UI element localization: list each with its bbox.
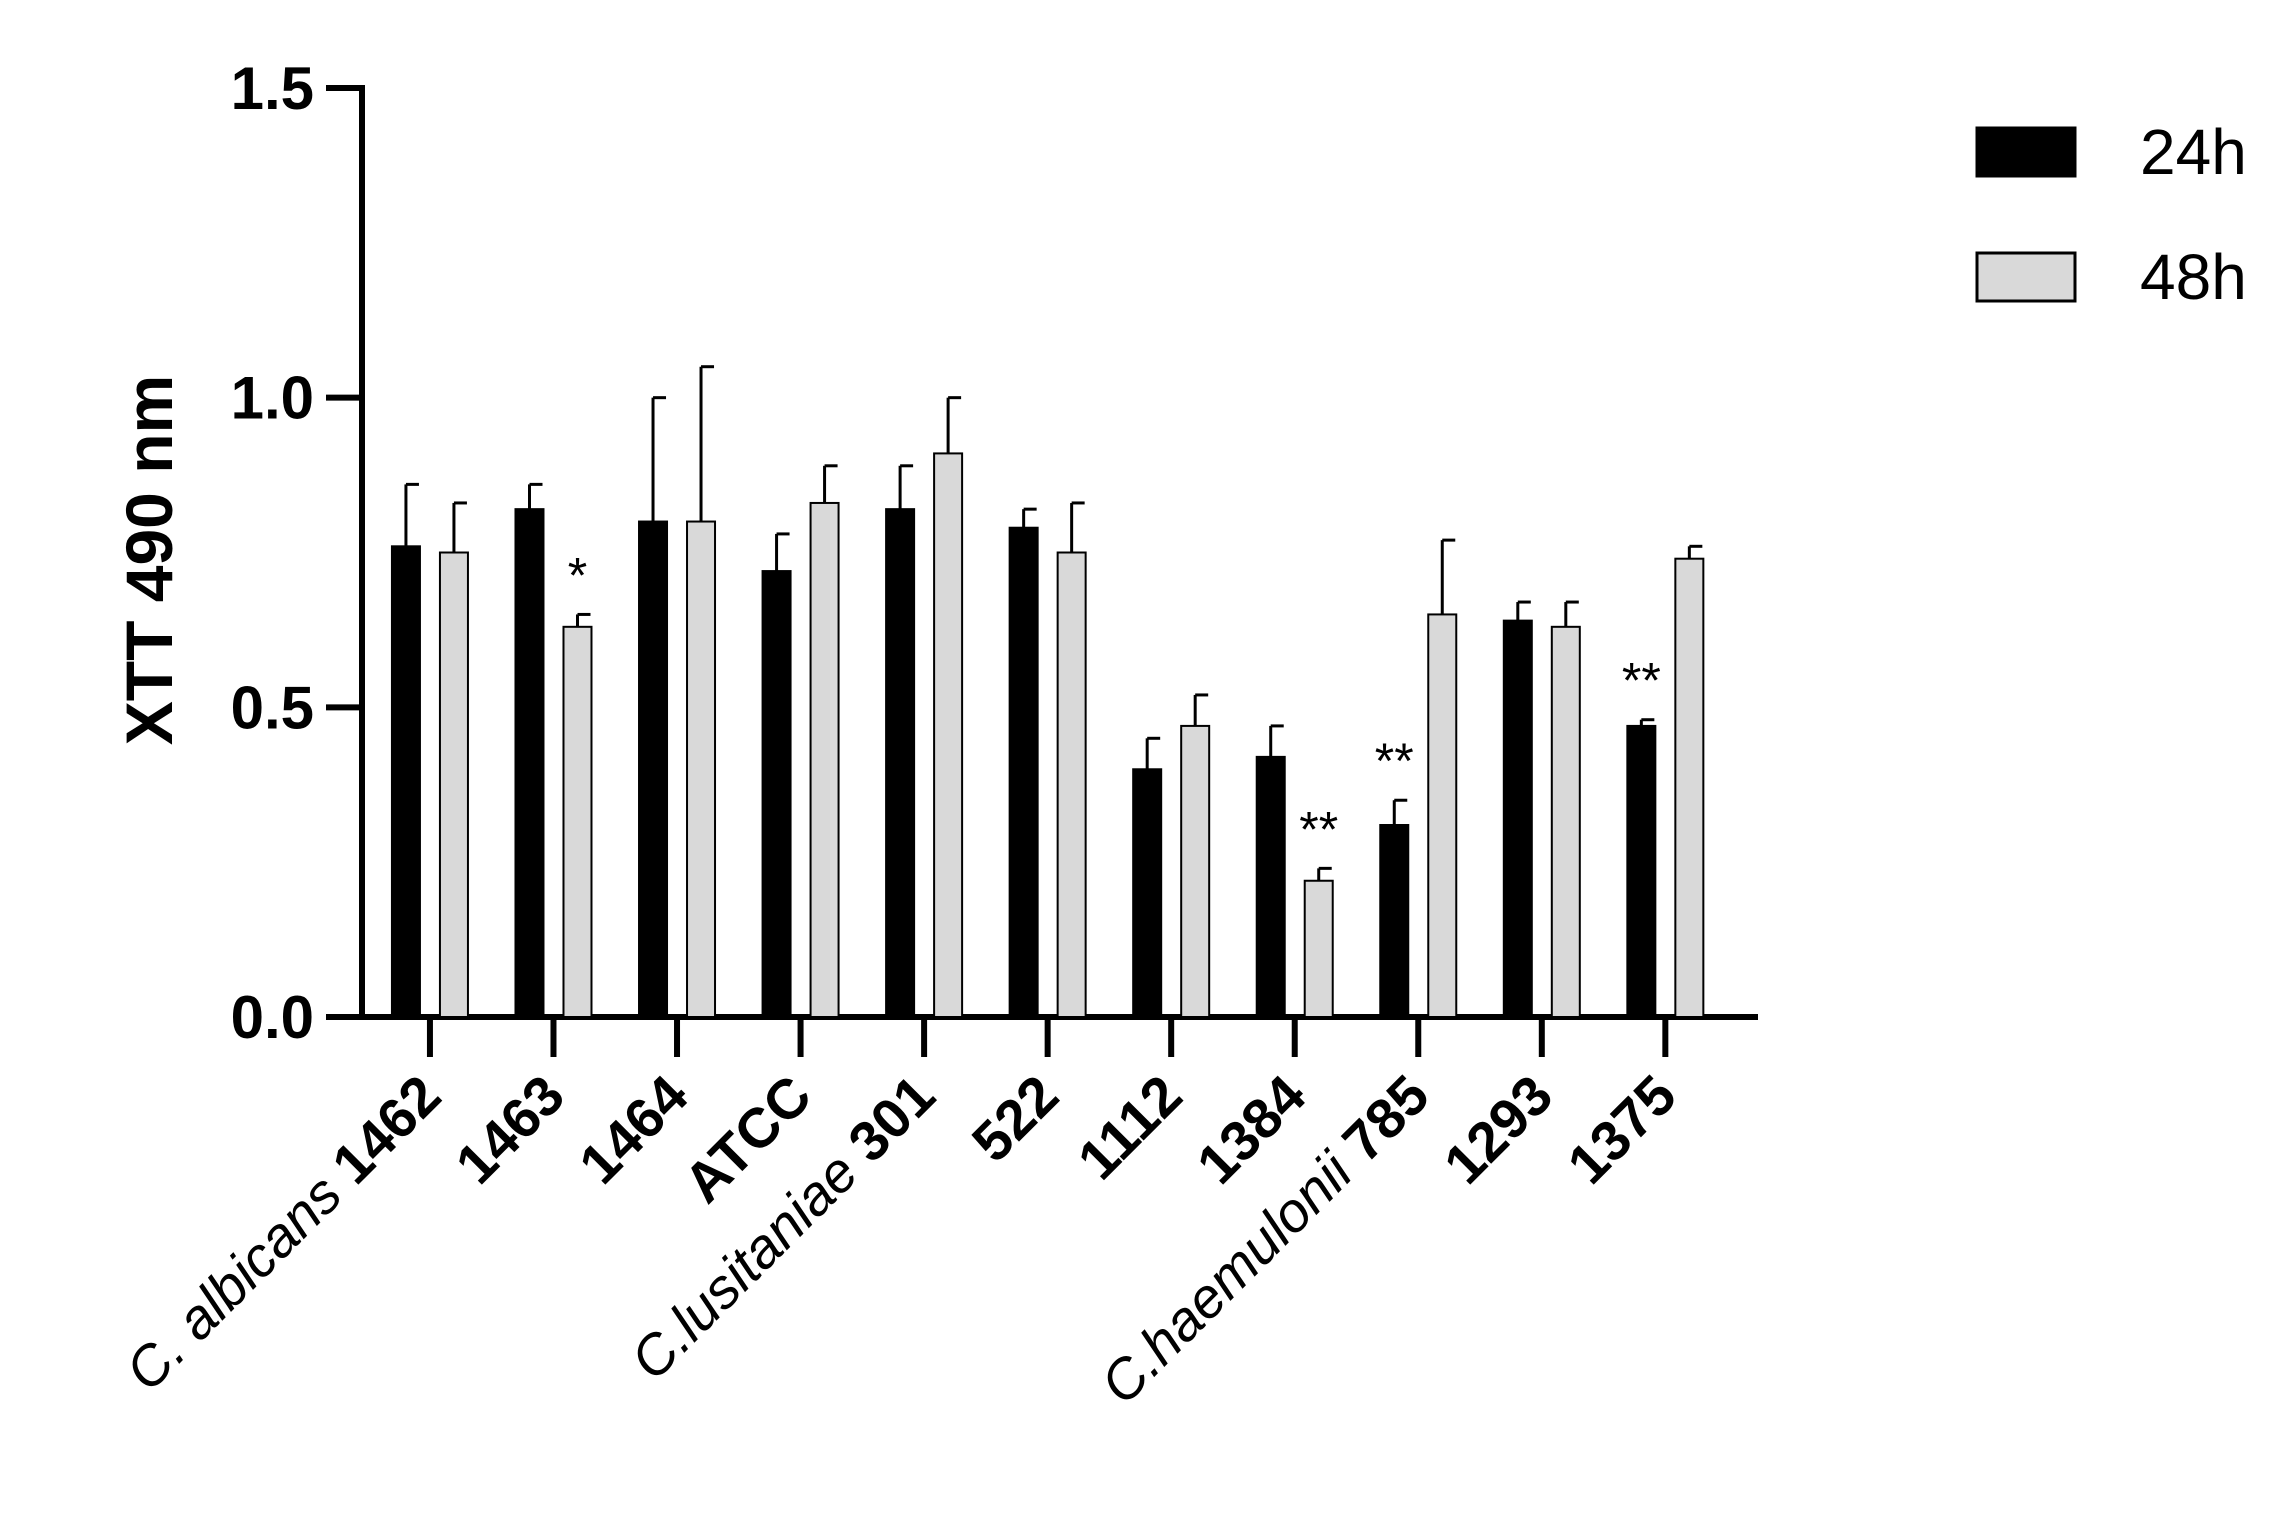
category-label: 1463 bbox=[443, 1063, 576, 1196]
legend: 24h 48h bbox=[1975, 116, 2247, 313]
bar-48h bbox=[1550, 625, 1581, 1018]
legend-label-48h: 48h bbox=[2140, 241, 2247, 313]
bar-24h bbox=[1255, 755, 1286, 1018]
strain-label: 1112 bbox=[1065, 1063, 1193, 1191]
category-label: 1112 bbox=[1065, 1063, 1193, 1191]
bar-24h bbox=[1502, 619, 1533, 1018]
category-label: 522 bbox=[960, 1063, 1071, 1174]
bar-24h bbox=[390, 545, 421, 1018]
bar-24h bbox=[514, 508, 545, 1018]
strain-label: 522 bbox=[960, 1063, 1071, 1174]
bar-48h bbox=[1056, 551, 1087, 1018]
significance-marker: ** bbox=[1375, 733, 1414, 789]
bar-48h bbox=[686, 520, 717, 1018]
y-tick-label: 1.0 bbox=[231, 365, 314, 432]
y-ticks: 0.0 0.5 1.0 1.5 bbox=[231, 55, 362, 1051]
bar-48h bbox=[1427, 613, 1458, 1019]
species-name: C. albicans bbox=[113, 1151, 364, 1402]
y-tick-label: 0.5 bbox=[231, 674, 314, 741]
legend-swatch-24h bbox=[1975, 126, 2077, 178]
significance-markers: ******* bbox=[568, 547, 1661, 857]
y-tick-label: 1.5 bbox=[231, 55, 314, 122]
strain-label: 1375 bbox=[1555, 1063, 1688, 1196]
bar-48h bbox=[933, 452, 964, 1018]
bar-48h bbox=[562, 625, 593, 1018]
legend-label-24h: 24h bbox=[2140, 116, 2247, 188]
bar-48h bbox=[1674, 557, 1705, 1019]
bars bbox=[390, 452, 1705, 1019]
bar-48h bbox=[438, 551, 469, 1018]
bar-24h bbox=[1626, 724, 1657, 1018]
bar-24h bbox=[638, 520, 669, 1018]
strain-label: 1293 bbox=[1432, 1063, 1565, 1196]
significance-marker: ** bbox=[1622, 653, 1661, 709]
category-label: 1375 bbox=[1555, 1063, 1688, 1196]
legend-swatch-48h bbox=[1975, 251, 2077, 303]
bar-48h bbox=[1180, 724, 1211, 1018]
y-tick-label: 0.0 bbox=[231, 984, 314, 1051]
significance-marker: ** bbox=[1299, 801, 1338, 857]
bar-24h bbox=[1379, 824, 1410, 1018]
bar-24h bbox=[761, 570, 792, 1019]
category-label: C. albicans 1462 bbox=[113, 1063, 453, 1403]
bar-24h bbox=[885, 508, 916, 1018]
category-labels: C. albicans 146214631464ATCCC.lusitaniae… bbox=[113, 1063, 1688, 1416]
significance-marker: * bbox=[568, 547, 587, 603]
category-label: 1293 bbox=[1432, 1063, 1565, 1196]
bar-24h bbox=[1132, 768, 1163, 1018]
error-bars bbox=[404, 365, 1703, 881]
bar-24h bbox=[1008, 526, 1039, 1019]
bar-48h bbox=[1303, 879, 1334, 1018]
bar-48h bbox=[809, 501, 840, 1019]
strain-label: 1463 bbox=[443, 1063, 576, 1196]
y-axis-label: XTT 490 nm bbox=[112, 375, 186, 745]
